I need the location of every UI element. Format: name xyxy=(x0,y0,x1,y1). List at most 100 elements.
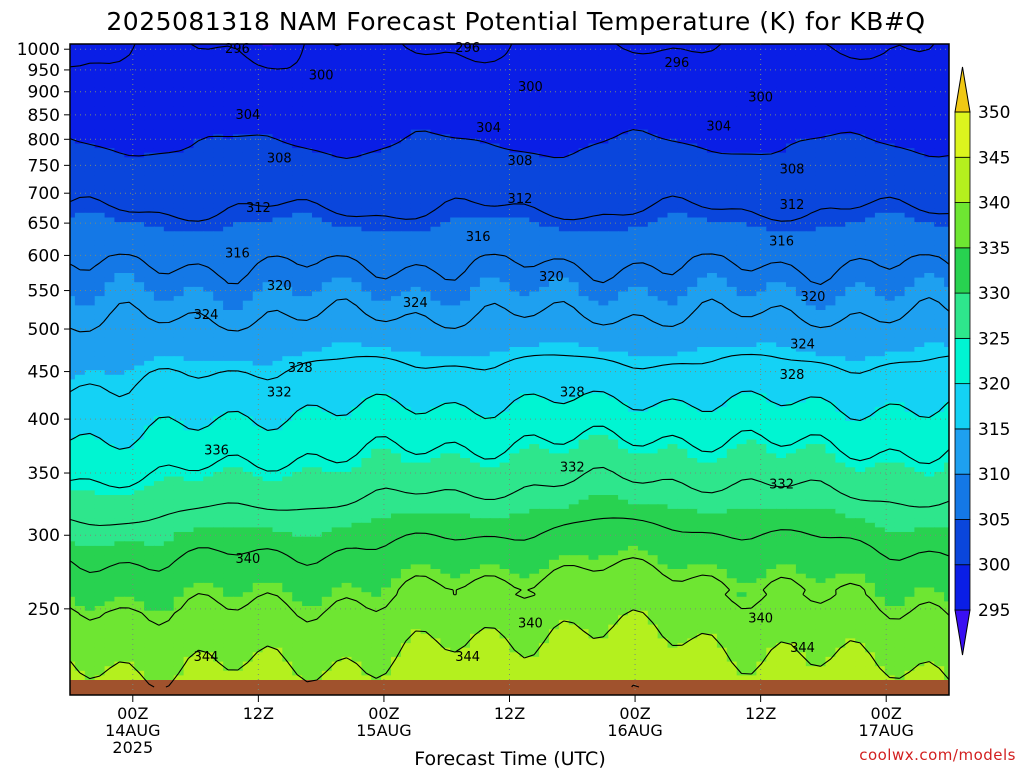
fill-cell xyxy=(529,111,540,117)
fill-cell xyxy=(884,143,896,149)
fill-cell xyxy=(865,263,876,270)
fill-cell xyxy=(213,171,224,177)
fill-cell xyxy=(865,111,876,117)
fill-cell xyxy=(766,115,777,122)
fill-cell xyxy=(460,101,471,108)
fill-cell xyxy=(746,162,758,168)
fill-cell xyxy=(460,106,471,112)
fill-cell xyxy=(183,74,195,80)
fill-cell xyxy=(608,226,619,233)
fill-cell xyxy=(292,120,303,126)
fill-cell xyxy=(835,199,847,205)
fill-cell xyxy=(736,171,748,177)
fill-cell xyxy=(707,125,718,131)
fill-cell xyxy=(568,115,580,122)
fill-cell xyxy=(153,240,165,246)
fill-cell xyxy=(499,203,511,209)
fill-cell xyxy=(588,148,600,154)
fill-cell xyxy=(440,171,452,177)
fill-cell xyxy=(697,263,708,270)
fill-cell xyxy=(331,143,343,149)
fill-cell xyxy=(845,83,856,89)
fill-cell xyxy=(84,157,96,163)
fill-cell xyxy=(697,268,708,274)
fill-cell xyxy=(825,268,837,274)
fill-cell xyxy=(726,175,738,182)
fill-cell xyxy=(371,129,382,135)
fill-cell xyxy=(914,268,926,274)
fill-cell xyxy=(153,268,165,274)
fill-cell xyxy=(568,171,580,177)
fill-cell xyxy=(173,125,185,131)
fill-cell xyxy=(904,44,916,48)
fill-cell xyxy=(440,203,452,209)
fill-cell xyxy=(707,273,718,279)
fill-cell xyxy=(242,282,254,288)
fill-cell xyxy=(252,44,264,48)
fill-cell xyxy=(667,152,679,159)
fill-cell xyxy=(331,222,343,228)
fill-cell xyxy=(361,249,373,256)
fill-cell xyxy=(647,97,659,103)
fill-cell xyxy=(815,162,827,168)
fill-cell xyxy=(549,120,560,126)
fill-cell xyxy=(440,212,452,219)
fill-cell xyxy=(163,277,175,283)
fill-cell xyxy=(282,166,293,172)
fill-cell xyxy=(292,185,303,191)
fill-cell xyxy=(746,148,758,154)
fill-cell xyxy=(312,138,323,145)
fill-cell xyxy=(223,189,234,196)
fill-cell xyxy=(677,69,689,75)
fill-cell xyxy=(420,240,432,246)
fill-cell xyxy=(282,254,293,260)
fill-cell xyxy=(282,134,293,140)
fill-cell xyxy=(499,55,511,61)
fill-cell xyxy=(252,199,264,205)
fill-cell xyxy=(558,259,570,265)
fill-cell xyxy=(736,240,748,246)
fill-cell xyxy=(549,180,560,186)
fill-cell xyxy=(924,106,935,112)
fill-cell xyxy=(371,171,382,177)
fill-cell xyxy=(835,245,847,251)
fill-cell xyxy=(213,120,224,126)
fill-cell xyxy=(489,74,501,80)
fill-cell xyxy=(726,166,738,172)
fill-cell xyxy=(687,268,698,274)
fill-cell xyxy=(381,152,392,159)
fill-cell xyxy=(766,175,777,182)
fill-cell xyxy=(618,157,629,163)
fill-cell xyxy=(114,236,126,242)
fill-cell xyxy=(657,162,669,168)
fill-cell xyxy=(312,111,323,117)
fill-cell xyxy=(153,162,165,168)
fill-cell xyxy=(786,254,797,260)
fill-cell xyxy=(707,171,718,177)
fill-cell xyxy=(114,180,126,186)
fill-cell xyxy=(440,78,452,85)
fill-cell xyxy=(321,115,333,122)
fill-cell xyxy=(904,286,916,293)
fill-cell xyxy=(608,148,619,154)
fill-cell xyxy=(746,69,758,75)
fill-cell xyxy=(400,50,412,57)
fill-cell xyxy=(667,125,679,131)
fill-cell xyxy=(588,203,600,209)
fill-cell xyxy=(114,286,126,293)
fill-cell xyxy=(292,97,303,103)
fill-cell xyxy=(874,157,886,163)
fill-cell xyxy=(549,273,560,279)
fill-cell xyxy=(223,120,234,126)
fill-cell xyxy=(608,74,619,80)
fill-cell xyxy=(845,254,856,260)
fill-cell xyxy=(914,157,926,163)
fill-cell xyxy=(213,259,224,265)
fill-cell xyxy=(233,83,244,89)
fill-cell xyxy=(94,254,106,260)
fill-cell xyxy=(647,249,659,256)
fill-cell xyxy=(874,111,886,117)
fill-cell xyxy=(124,87,135,94)
fill-cell xyxy=(944,64,949,71)
fill-cell xyxy=(845,166,856,172)
